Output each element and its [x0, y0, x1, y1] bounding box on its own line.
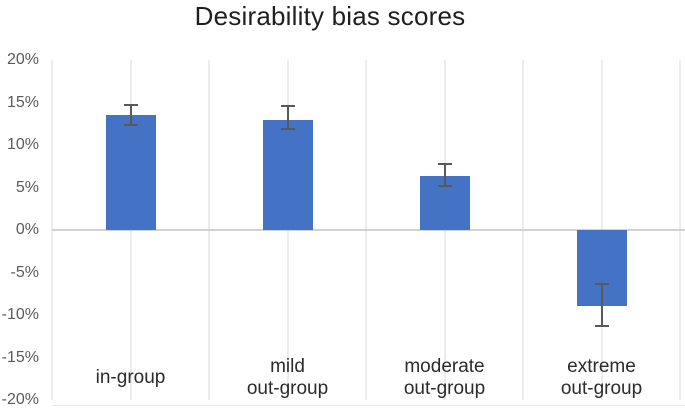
y-tick-label: 0% — [15, 221, 39, 238]
chart-title: Desirability bias scores — [194, 1, 466, 31]
bar-mild-out-group — [262, 119, 313, 230]
error-bar-line — [129, 105, 132, 126]
category-label-line: extreme — [567, 355, 636, 377]
category-label-in-group: in-group — [52, 353, 209, 403]
category-label-line: out-group — [246, 378, 329, 399]
error-bar-cap — [437, 162, 452, 165]
error-bar-cap — [280, 127, 295, 130]
y-tick-label: -20% — [1, 391, 39, 408]
y-tick-label: 15% — [6, 93, 39, 111]
y-tick-label: 10% — [6, 136, 39, 153]
bar-in-group — [105, 115, 156, 230]
category-label-line: out-group — [403, 378, 486, 399]
y-tick-label: -10% — [1, 306, 39, 323]
error-bar-cap — [437, 184, 452, 187]
y-tick-label: -5% — [10, 263, 39, 281]
error-bar-cap — [280, 104, 295, 107]
category-label-extreme-out-group: extreme out-group — [523, 353, 680, 403]
error-bar-cap — [594, 325, 609, 328]
y-tick-label: 20% — [6, 51, 39, 68]
y-tick-label: 5% — [15, 178, 39, 196]
error-bar-line — [443, 163, 446, 186]
category-label-moderate-out-group: moderate out-group — [366, 353, 523, 403]
category-label-line: moderate — [404, 355, 485, 377]
category-label-line: mild — [270, 355, 305, 377]
y-tick-label: -15% — [1, 348, 39, 366]
error-bar-cap — [594, 283, 609, 286]
category-label-line: out-group — [560, 378, 643, 399]
plot-bottom-border — [52, 405, 685, 406]
error-bar-line — [600, 284, 603, 327]
category-label-line: in-group — [95, 366, 166, 388]
error-bar-cap — [123, 104, 138, 107]
zero-axis-line — [52, 229, 685, 231]
error-bar-cap — [123, 124, 138, 127]
category-label-mild-out-group: mild out-group — [209, 353, 366, 403]
error-bar-line — [286, 105, 289, 129]
